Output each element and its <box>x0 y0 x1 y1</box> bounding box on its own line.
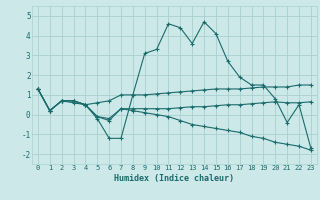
X-axis label: Humidex (Indice chaleur): Humidex (Indice chaleur) <box>115 174 234 183</box>
